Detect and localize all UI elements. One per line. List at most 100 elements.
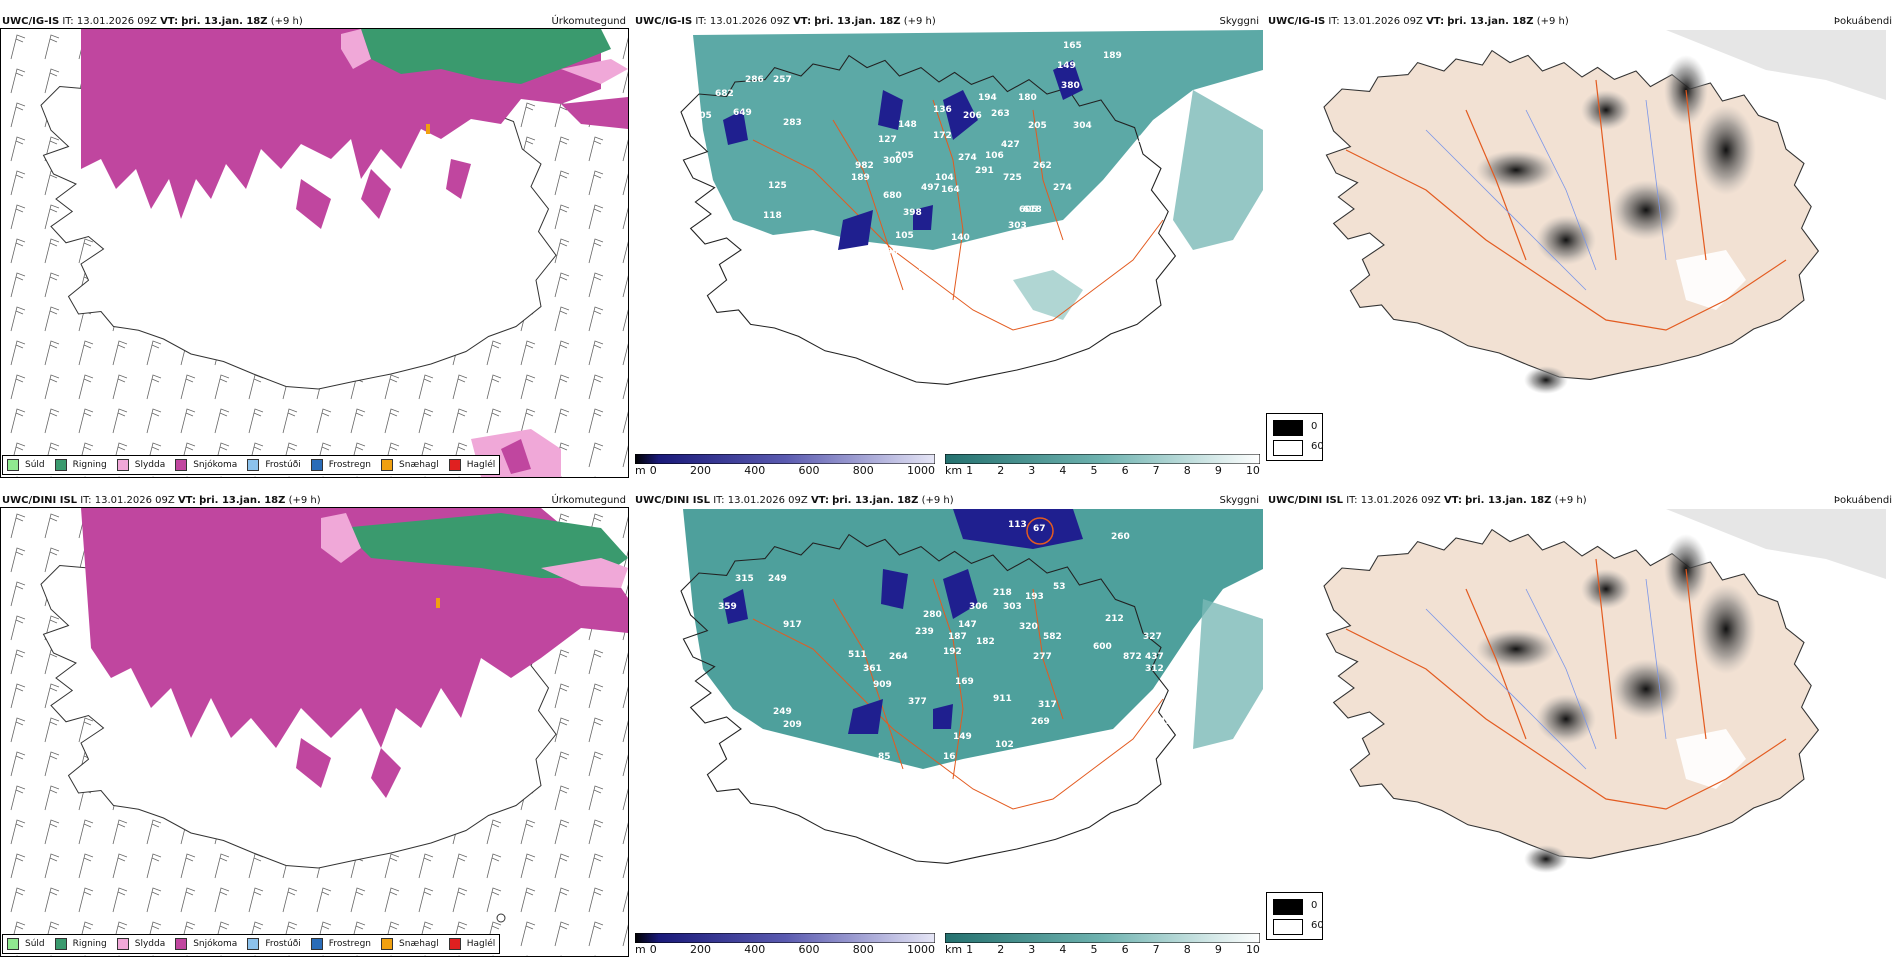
sleet-area bbox=[321, 513, 361, 563]
cloud-base-label: 300 bbox=[883, 156, 902, 166]
cloud-base-label: 359 bbox=[718, 602, 737, 612]
cloud-base-label: 304 bbox=[1073, 121, 1092, 131]
cloud-base-label: 320 bbox=[1019, 622, 1038, 632]
cloud-base-label: 303 bbox=[1003, 602, 1022, 612]
panel-header: UWC/IG-IS IT: 13.01.2026 09Z VT: þri. 13… bbox=[1268, 16, 1569, 27]
legend-snow-grains: Snæhagl bbox=[381, 459, 439, 471]
cloud-base-label: 85 bbox=[878, 752, 891, 762]
cloud-base-label: 104 bbox=[935, 173, 954, 183]
cloud-base-label: 16 bbox=[943, 752, 956, 762]
legend-drizzle: Súld bbox=[7, 938, 45, 950]
cloud-base-label: 312 bbox=[1145, 664, 1164, 674]
road-network bbox=[752, 99, 1164, 331]
cloud-base-label: 618 bbox=[1023, 205, 1042, 215]
cloud-base-label: 909 bbox=[873, 680, 892, 690]
cloud-base-label: 169 bbox=[955, 677, 974, 687]
land-area bbox=[1323, 50, 1820, 381]
panel-header: UWC/DINI ISL IT: 13.01.2026 09Z VT: þri.… bbox=[635, 495, 954, 506]
cloud-base-label: 286 bbox=[745, 75, 764, 85]
cloud-base-label: 205 bbox=[1028, 121, 1047, 131]
cloud-base-label: 45 bbox=[721, 285, 734, 295]
fog-legend-box: 0 60 bbox=[1266, 413, 1324, 461]
cloud-base-label: 140 bbox=[951, 233, 970, 243]
cloud-base-label: 377 bbox=[908, 697, 927, 707]
cloud-base-label: 125 bbox=[768, 181, 787, 191]
cloud-base-label: 113 bbox=[1008, 520, 1027, 530]
panel-header: UWC/IG-IS IT: 13.01.2026 09Z VT: þri. 13… bbox=[2, 16, 303, 27]
cloud-base-label: 315 bbox=[735, 574, 754, 584]
cloud-base-label: 149 bbox=[1057, 61, 1076, 71]
cloud-base-label: 288 bbox=[1083, 750, 1102, 760]
legend-snow: Snjókoma bbox=[175, 459, 237, 471]
cloud-base-label: 205 bbox=[693, 111, 712, 121]
cloud-base-label: 218 bbox=[993, 588, 1012, 598]
cloud-base-label: 205 bbox=[895, 151, 914, 161]
road-network bbox=[1345, 79, 1787, 331]
cloud-base-label: 149 bbox=[953, 732, 972, 742]
fog-map bbox=[1323, 30, 1886, 394]
legend-snow-grains: Snæhagl bbox=[381, 938, 439, 950]
river-network bbox=[1425, 99, 1667, 291]
cloud-base-label: 89 bbox=[875, 253, 888, 263]
visibility-colorbar: km 1 2 3 4 5 6 7 8 9 10 bbox=[945, 454, 1260, 477]
land-area bbox=[1323, 528, 1820, 860]
precip-map bbox=[1, 29, 628, 477]
precip-map bbox=[1, 508, 628, 956]
legend-hail: Haglél bbox=[448, 938, 495, 950]
low-visibility-area bbox=[693, 30, 1263, 250]
river-network bbox=[1425, 578, 1667, 770]
fog-indicator-panel-top: UWC/IG-IS IT: 13.01.2026 09Z VT: þri. 13… bbox=[1266, 14, 1896, 479]
cloud-base-label: 189 bbox=[1103, 51, 1122, 61]
cloud-unit: m bbox=[635, 464, 646, 477]
legend-freezing-drizzle: Frostúði bbox=[247, 938, 301, 950]
rain-area bbox=[341, 513, 628, 578]
cloud-base-label: 47 bbox=[823, 373, 836, 383]
cloud-base-label: 172 bbox=[933, 131, 952, 141]
cloud-base-colorbar: m 0 200 400 600 800 1000 bbox=[635, 933, 935, 956]
cloud-base-colorbar: m 0 200 400 600 800 1000 bbox=[635, 454, 935, 477]
cloud-base-label: 182 bbox=[976, 637, 995, 647]
cloud-base-label: 262 bbox=[1033, 161, 1052, 171]
legend-snow: Snjókoma bbox=[175, 938, 237, 950]
cloud-base-label: 600 bbox=[1093, 642, 1112, 652]
cloud-base-label: 118 bbox=[763, 211, 782, 221]
cloud-base-label: 194 bbox=[978, 93, 997, 103]
panel-title: Skyggni bbox=[1219, 495, 1259, 506]
cloud-base-label: 680 bbox=[883, 191, 902, 201]
cloud-base-label: 53 bbox=[1053, 582, 1066, 592]
cloud-base-label: 102 bbox=[995, 740, 1014, 750]
legend-sleet: Slydda bbox=[116, 938, 165, 950]
cloud-base-label: 317 bbox=[1038, 700, 1057, 710]
cloud-base-label: 327 bbox=[1143, 632, 1162, 642]
visibility-map: 113 67 260 315 249 53 359 193 218 306 212 320 303 327… bbox=[680, 509, 1263, 865]
cloud-base-label: 497 bbox=[921, 183, 940, 193]
legend-rain: Rigning bbox=[54, 938, 107, 950]
precip-legend: Súld Rigning Slydda Snjókoma Frostúði Fr… bbox=[2, 934, 501, 954]
cloud-base-label: 148 bbox=[898, 120, 917, 130]
cloud-base-label: 872 bbox=[1123, 652, 1142, 662]
map-frame bbox=[0, 507, 629, 957]
cloud-base-label: 192 bbox=[943, 647, 962, 657]
cloud-base-label: 105 bbox=[895, 231, 914, 241]
cloud-base-label: 263 bbox=[991, 109, 1010, 119]
cloud-base-label: 437 bbox=[1145, 652, 1164, 662]
cloud-base-label: 291 bbox=[975, 166, 994, 176]
legend-hail: Haglél bbox=[448, 459, 495, 471]
visibility-colorbar: km 1 2 3 4 5 6 7 8 9 10 bbox=[945, 933, 1260, 956]
cloud-base-label: 636 bbox=[1163, 752, 1182, 762]
panel-title: Þokuábendi bbox=[1833, 495, 1892, 506]
cloud-base-label: 212 bbox=[1105, 614, 1124, 624]
precip-type-panel-bottom: UWC/DINI ISL IT: 13.01.2026 09Z VT: þri.… bbox=[0, 493, 630, 958]
cloud-base-label: 511 bbox=[848, 650, 867, 660]
cloud-base-label: 982 bbox=[855, 161, 874, 171]
cloud-base-label: 370 bbox=[1138, 135, 1157, 145]
panel-header: UWC/DINI ISL IT: 13.01.2026 09Z VT: þri.… bbox=[2, 495, 321, 506]
precip-type-panel-top: UWC/IG-IS IT: 13.01.2026 09Z VT: þri. 13… bbox=[0, 14, 630, 479]
cloud-base-label: 180 bbox=[1018, 93, 1037, 103]
cloud-base-label: 255 bbox=[1043, 251, 1062, 261]
cloud-base-label: 306 bbox=[969, 602, 988, 612]
cloud-base-label: 99 bbox=[886, 247, 899, 257]
visibility-panel-bottom: UWC/DINI ISL IT: 13.01.2026 09Z VT: þri.… bbox=[633, 493, 1263, 958]
cloud-base-label: 67 bbox=[1033, 524, 1046, 534]
cloud-base-label: 582 bbox=[1043, 632, 1062, 642]
